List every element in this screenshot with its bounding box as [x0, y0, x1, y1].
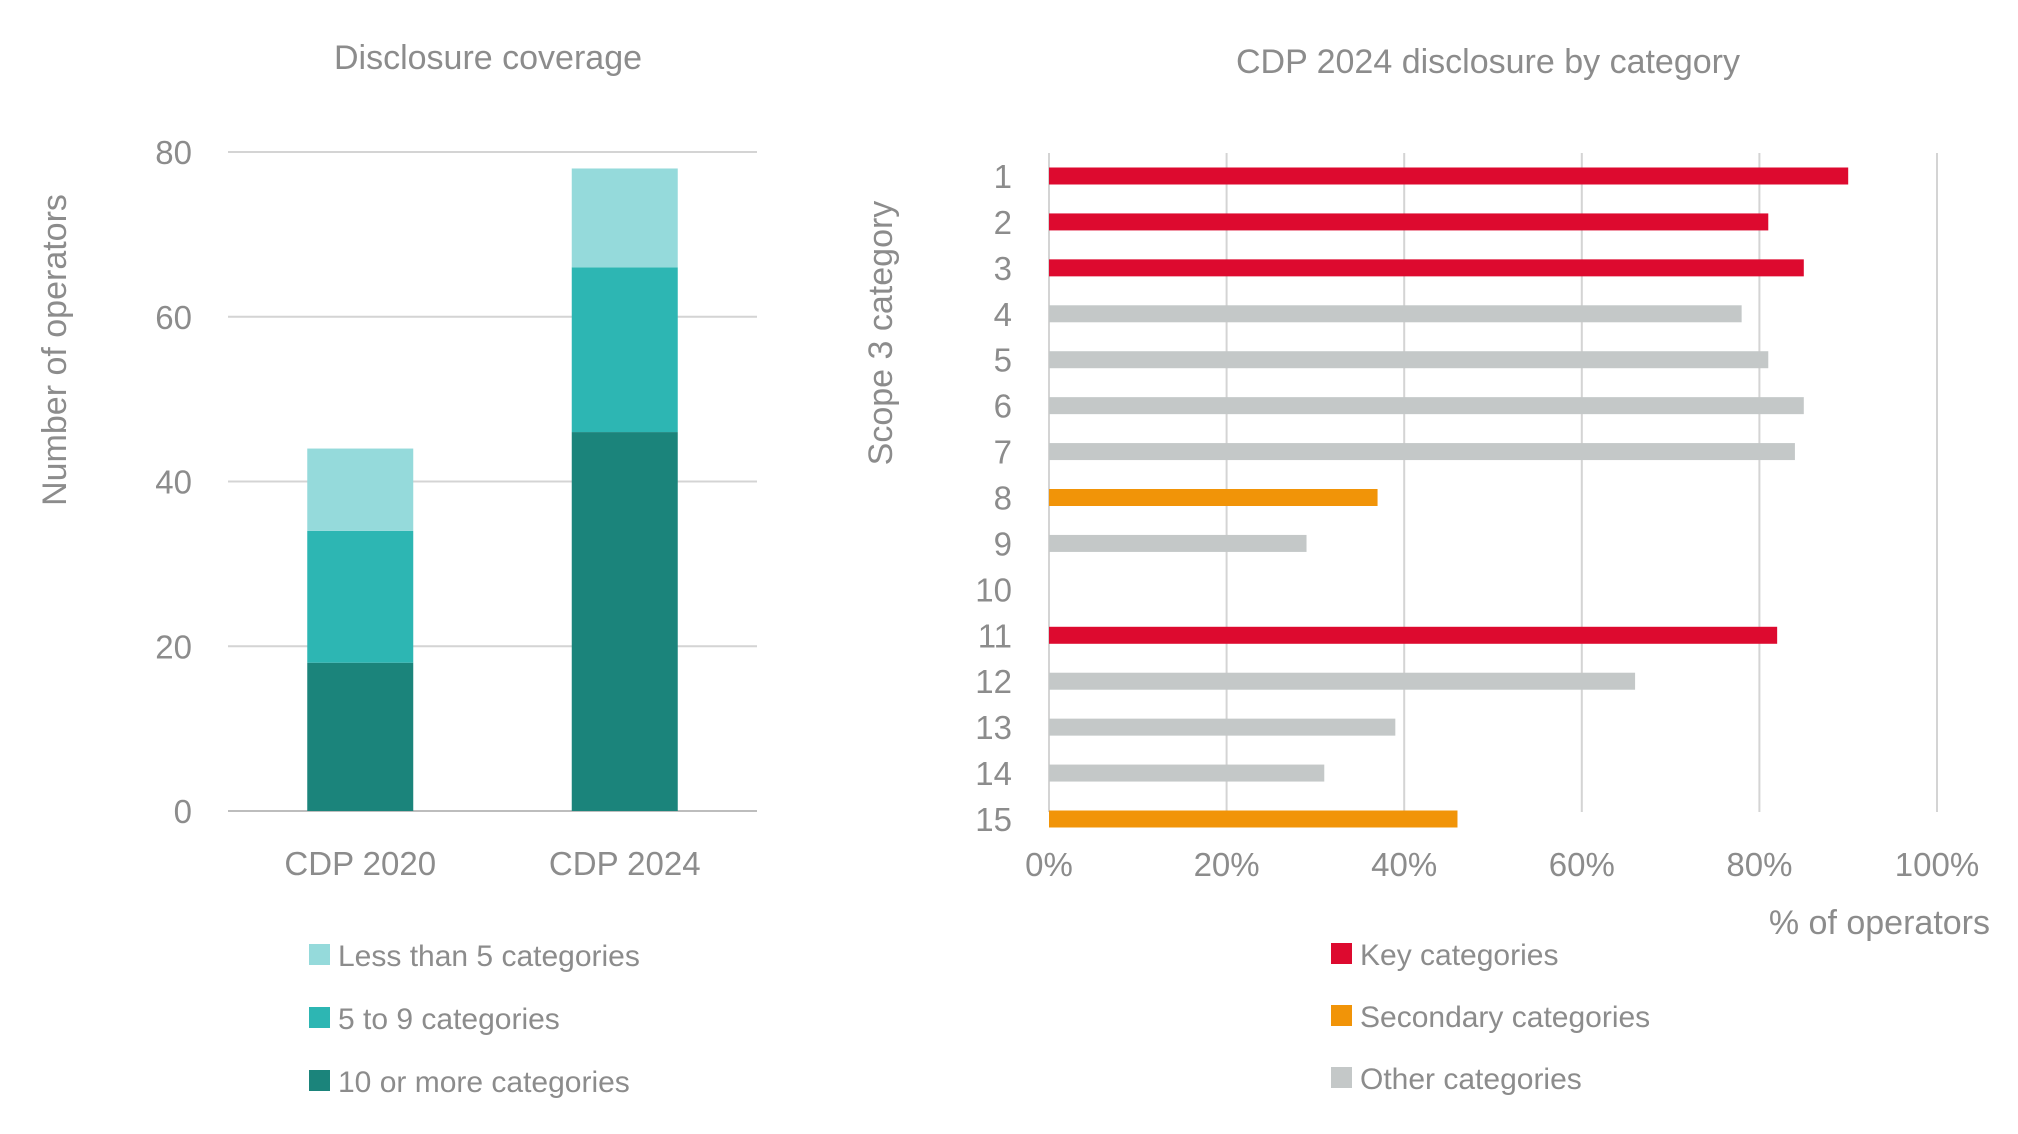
bar-category-6: [1049, 397, 1804, 415]
right-x-tick-80: 80%: [1726, 846, 1792, 883]
left-y-tick-60: 60: [155, 299, 192, 336]
right-y-tick-14: 14: [975, 755, 1012, 792]
bar-category-1: [1049, 167, 1849, 185]
bar-cdp-2020-10-or-more-categories: [307, 662, 414, 811]
bar-category-5: [1049, 351, 1769, 369]
bar-category-12: [1049, 672, 1636, 690]
right-x-tick-40: 40%: [1371, 846, 1437, 883]
right-y-tick-2: 2: [994, 204, 1012, 241]
legend-swatch-other-categories: [1331, 1067, 1352, 1088]
bar-category-9: [1049, 534, 1307, 552]
right-y-axis-label: Scope 3 category: [862, 201, 900, 466]
left-y-axis-label: Number of operators: [36, 194, 74, 506]
left-x-tick-cdp-2024: CDP 2024: [549, 845, 701, 882]
right-y-tick-8: 8: [994, 480, 1012, 517]
right-y-tick-15: 15: [975, 801, 1012, 838]
legend-swatch-less-than-5-categories: [309, 944, 330, 965]
bar-category-14: [1049, 764, 1325, 782]
right-x-tick-20: 20%: [1194, 846, 1260, 883]
right-y-tick-6: 6: [994, 388, 1012, 425]
legend-label-5-to-9-categories: 5 to 9 categories: [338, 1003, 560, 1036]
right-x-tick-100: 100%: [1895, 846, 1979, 883]
legend-label-10-or-more-categories: 10 or more categories: [338, 1066, 630, 1099]
legend-label-secondary-categories: Secondary categories: [1360, 1001, 1650, 1034]
right-y-tick-9: 9: [994, 525, 1012, 562]
right-y-tick-5: 5: [994, 342, 1012, 379]
bar-category-11: [1049, 626, 1778, 644]
legend-swatch-5-to-9-categories: [309, 1007, 330, 1028]
right-y-tick-11: 11: [978, 617, 1012, 654]
disclosure-coverage-chart: Disclosure coverage Number of operators …: [36, 39, 757, 1099]
legend-swatch-10-or-more-categories: [309, 1070, 330, 1091]
right-y-tick-13: 13: [975, 709, 1012, 746]
bar-category-4: [1049, 305, 1742, 323]
bar-cdp-2024-5-to-9-categories: [571, 267, 678, 433]
left-y-tick-20: 20: [155, 628, 192, 665]
right-y-tick-10: 10: [975, 571, 1012, 608]
right-x-tick-0: 0%: [1025, 846, 1073, 883]
right-x-axis-label: % of operators: [1769, 904, 1990, 942]
right-chart-title: CDP 2024 disclosure by category: [1236, 43, 1740, 81]
category-disclosure-chart: CDP 2024 disclosure by category Scope 3 …: [862, 43, 1990, 1096]
right-x-tick-60: 60%: [1549, 846, 1615, 883]
left-chart-title: Disclosure coverage: [334, 39, 642, 77]
left-y-tick-80: 80: [155, 134, 192, 171]
bar-category-7: [1049, 443, 1795, 461]
legend-label-less-than-5-categories: Less than 5 categories: [338, 940, 640, 973]
bar-category-13: [1049, 718, 1396, 736]
bar-category-2: [1049, 213, 1769, 231]
right-y-tick-3: 3: [994, 250, 1012, 287]
left-y-tick-0: 0: [174, 793, 192, 830]
bar-cdp-2024-less-than-5-categories: [571, 168, 678, 268]
bar-category-15: [1049, 810, 1458, 828]
bar-cdp-2020-5-to-9-categories: [307, 530, 414, 663]
left-x-tick-cdp-2020: CDP 2020: [284, 845, 436, 882]
left-y-tick-40: 40: [155, 464, 192, 501]
right-y-tick-1: 1: [994, 158, 1012, 195]
bar-category-3: [1049, 259, 1804, 277]
right-y-tick-4: 4: [994, 296, 1012, 333]
bar-cdp-2020-less-than-5-categories: [307, 448, 414, 531]
right-y-tick-7: 7: [994, 434, 1012, 471]
right-y-tick-12: 12: [975, 663, 1012, 700]
legend-swatch-key-categories: [1331, 943, 1352, 964]
legend-swatch-secondary-categories: [1331, 1005, 1352, 1026]
legend-label-other-categories: Other categories: [1360, 1063, 1582, 1096]
bar-category-8: [1049, 489, 1378, 506]
legend-label-key-categories: Key categories: [1360, 939, 1558, 972]
bar-cdp-2024-10-or-more-categories: [571, 432, 678, 811]
